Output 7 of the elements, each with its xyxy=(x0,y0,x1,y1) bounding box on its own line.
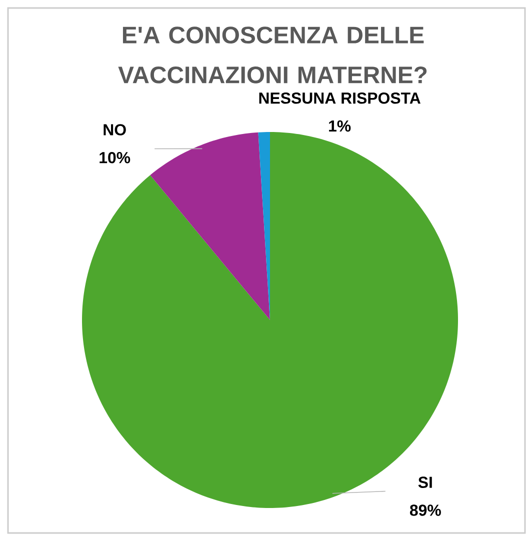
slice-label: NO xyxy=(104,124,126,136)
chart-title: E'A CONOSCENZA DELLE VACCINAZIONI MATERNE? xyxy=(118,26,427,84)
data-label: 89% xyxy=(410,504,441,516)
data-label: 10% xyxy=(100,152,130,164)
slice-label: SI xyxy=(418,476,432,488)
data-label: 1% xyxy=(329,120,351,132)
slice-label: NESSUNA RISPOSTA xyxy=(259,92,420,104)
